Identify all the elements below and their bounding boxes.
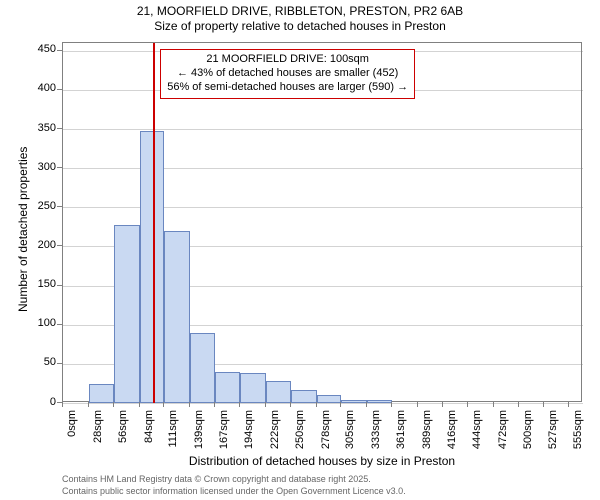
histogram-bar xyxy=(240,373,266,403)
x-tick-label: 111sqm xyxy=(167,410,179,448)
x-tick-mark xyxy=(163,402,164,407)
x-tick-mark xyxy=(265,402,266,407)
annotation-line: 56% of semi-detached houses are larger (… xyxy=(167,81,408,95)
x-tick-mark xyxy=(493,402,494,407)
x-tick-label: 139sqm xyxy=(193,410,205,449)
y-tick-label: 400 xyxy=(38,82,56,94)
y-tick-mark xyxy=(57,285,62,286)
x-tick-mark xyxy=(543,402,544,407)
annotation-line: ← 43% of detached houses are smaller (45… xyxy=(167,67,408,81)
histogram-bar xyxy=(89,384,115,403)
x-tick-mark xyxy=(113,402,114,407)
chart-titles: 21, MOORFIELD DRIVE, RIBBLETON, PRESTON,… xyxy=(0,4,600,34)
x-tick-mark xyxy=(290,402,291,407)
histogram-bar xyxy=(164,231,190,403)
x-tick-label: 250sqm xyxy=(294,410,306,449)
x-tick-label: 527sqm xyxy=(547,410,559,449)
annotation-box: 21 MOORFIELD DRIVE: 100sqm← 43% of detac… xyxy=(160,49,415,99)
y-tick-mark xyxy=(57,128,62,129)
x-tick-label: 389sqm xyxy=(421,410,433,449)
y-tick-label: 450 xyxy=(38,43,56,55)
x-tick-label: 555sqm xyxy=(572,410,584,449)
x-tick-mark xyxy=(442,402,443,407)
x-tick-mark xyxy=(518,402,519,407)
x-tick-label: 500sqm xyxy=(522,410,534,449)
x-tick-label: 56sqm xyxy=(117,410,129,443)
y-tick-label: 0 xyxy=(50,396,56,408)
chart-title-line-1: 21, MOORFIELD DRIVE, RIBBLETON, PRESTON,… xyxy=(0,4,600,19)
histogram-bar xyxy=(291,390,317,403)
x-tick-label: 333sqm xyxy=(370,410,382,449)
x-tick-label: 278sqm xyxy=(320,410,332,449)
histogram-bar xyxy=(367,400,393,403)
x-tick-label: 444sqm xyxy=(471,410,483,449)
x-tick-label: 222sqm xyxy=(269,410,281,449)
y-tick-label: 250 xyxy=(38,200,56,212)
y-tick-label: 100 xyxy=(38,317,56,329)
footer-line-1: Contains HM Land Registry data © Crown c… xyxy=(62,474,371,484)
chart-root: 21, MOORFIELD DRIVE, RIBBLETON, PRESTON,… xyxy=(0,0,600,500)
x-tick-label: 361sqm xyxy=(395,410,407,449)
y-axis-label: Number of detached properties xyxy=(16,147,30,312)
histogram-bar xyxy=(317,395,342,403)
x-tick-mark xyxy=(568,402,569,407)
x-tick-mark xyxy=(62,402,63,407)
histogram-bar xyxy=(266,381,292,403)
y-tick-label: 200 xyxy=(38,239,56,251)
x-tick-mark xyxy=(139,402,140,407)
x-tick-mark xyxy=(340,402,341,407)
annotation-line: 21 MOORFIELD DRIVE: 100sqm xyxy=(167,53,408,67)
plot-area: 21 MOORFIELD DRIVE: 100sqm← 43% of detac… xyxy=(62,42,582,402)
x-tick-mark xyxy=(239,402,240,407)
histogram-bar xyxy=(140,131,165,403)
x-tick-label: 305sqm xyxy=(344,410,356,449)
x-tick-mark xyxy=(366,402,367,407)
y-tick-mark xyxy=(57,50,62,51)
y-tick-label: 350 xyxy=(38,122,56,134)
chart-title-line-2: Size of property relative to detached ho… xyxy=(0,19,600,34)
x-tick-label: 84sqm xyxy=(143,410,155,443)
x-tick-mark xyxy=(189,402,190,407)
y-tick-label: 300 xyxy=(38,161,56,173)
y-tick-label: 150 xyxy=(38,278,56,290)
x-tick-mark xyxy=(417,402,418,407)
y-tick-mark xyxy=(57,206,62,207)
histogram-bar xyxy=(341,400,367,403)
gridline xyxy=(63,403,583,404)
y-tick-mark xyxy=(57,89,62,90)
x-tick-label: 416sqm xyxy=(446,410,458,449)
x-tick-label: 167sqm xyxy=(218,410,230,449)
x-tick-mark xyxy=(88,402,89,407)
x-axis-label: Distribution of detached houses by size … xyxy=(62,454,582,468)
y-tick-mark xyxy=(57,245,62,246)
histogram-bar xyxy=(215,372,240,403)
x-tick-label: 472sqm xyxy=(497,410,509,449)
x-tick-mark xyxy=(391,402,392,407)
x-tick-label: 194sqm xyxy=(243,410,255,449)
y-tick-mark xyxy=(57,167,62,168)
x-tick-label: 28sqm xyxy=(92,410,104,443)
x-tick-mark xyxy=(316,402,317,407)
x-tick-mark xyxy=(214,402,215,407)
x-tick-label: 0sqm xyxy=(66,410,78,437)
histogram-bar xyxy=(190,333,216,403)
y-tick-mark xyxy=(57,363,62,364)
histogram-bar xyxy=(114,225,140,403)
x-tick-mark xyxy=(467,402,468,407)
y-tick-mark xyxy=(57,324,62,325)
property-marker-line xyxy=(153,43,155,403)
footer-line-2: Contains public sector information licen… xyxy=(62,486,406,496)
y-tick-label: 50 xyxy=(44,356,56,368)
